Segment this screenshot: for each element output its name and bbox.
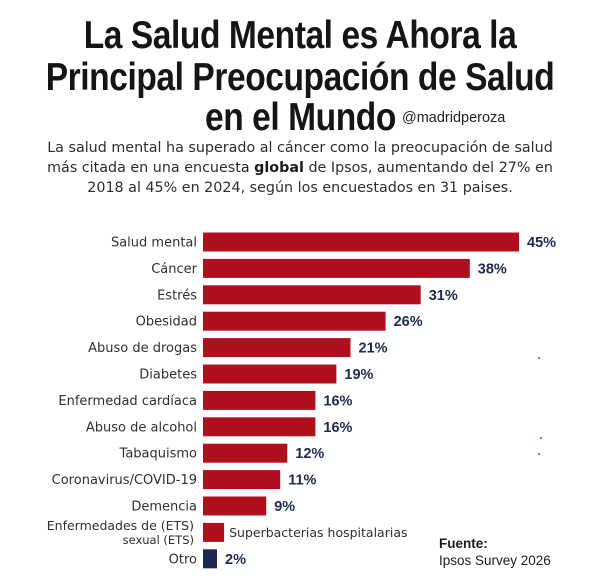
value-label: 11% [288, 473, 316, 489]
subtitle-bold: global [254, 160, 304, 176]
bar [203, 443, 288, 463]
category-label: Demencia [131, 500, 197, 515]
bar [203, 549, 217, 569]
decorative-dot [540, 437, 542, 439]
source-title: Fuente: [439, 536, 488, 551]
subtitle-part-1: La salud mental ha superado al cáncer co… [47, 140, 553, 176]
title-line-2: Principal Preocupación de Salud [45, 56, 555, 99]
title-line-1: La Salud Mental es Ahora la [83, 14, 517, 57]
value-label: 21% [359, 341, 388, 357]
bar [203, 232, 519, 252]
category-label: Diabetes [139, 368, 197, 383]
bar [203, 390, 316, 410]
source-note: Fuente: Ipsos Survey 2026 [439, 535, 551, 569]
value-label: 38% [478, 261, 507, 277]
value-label: 26% [394, 314, 423, 330]
bar [203, 417, 316, 437]
subtitle-part-2: ta [235, 160, 255, 176]
decorative-dot [538, 357, 540, 359]
bar [203, 470, 281, 490]
source-text: Ipsos Survey 2026 [439, 553, 551, 568]
category-label: Estrés [157, 288, 197, 303]
bar [203, 522, 225, 542]
value-label: 12% [295, 446, 324, 462]
value-label: 45% [527, 235, 556, 251]
bar [203, 285, 421, 305]
subtitle: La salud mental ha superado al cáncer co… [44, 138, 556, 198]
bar [203, 311, 386, 331]
value-label: 2% [225, 552, 246, 568]
bar [203, 338, 351, 358]
value-label: 19% [344, 367, 373, 383]
bar [203, 258, 470, 278]
value-label: 31% [429, 288, 458, 304]
subtitle-part-3: de Ipsos, aumentando del 27% en 2018 al … [87, 160, 553, 196]
ets-category-label: Enfermedades de (ETS) sexual (ETS) [32, 518, 194, 548]
category-label: Tabaquismo [119, 447, 198, 462]
value-label: 16% [323, 420, 352, 436]
category-label: Enfermedad cardíaca [58, 394, 197, 409]
category-label: Obesidad [136, 315, 197, 330]
bar [203, 496, 267, 516]
bar [203, 364, 337, 384]
title-line-3: en el Mundo [205, 96, 396, 139]
category-label: Otro [169, 552, 197, 567]
category-label: Cáncer [151, 262, 197, 277]
ets-note-label: Superbacterias hospitalarias [229, 525, 407, 540]
ets-label-line-1: Enfermedades de (ETS) [46, 518, 194, 533]
category-label: Salud mental [111, 236, 197, 251]
category-label: Abuso de drogas [88, 341, 197, 356]
decorative-dot [538, 453, 540, 455]
category-label: Coronavirus/COVID-19 [52, 473, 197, 488]
value-label: 16% [323, 393, 352, 409]
category-label: Abuso de alcohol [86, 420, 197, 435]
ets-label-line-2: sexual (ETS) [122, 533, 194, 547]
author-handle: @madridperoza [402, 110, 506, 126]
value-label: 9% [274, 499, 295, 515]
